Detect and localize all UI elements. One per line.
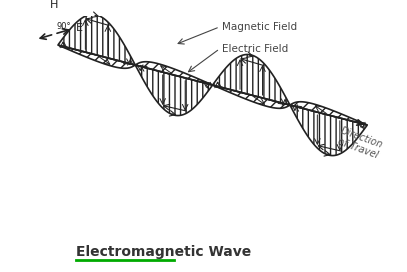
Text: Electric Field: Electric Field — [222, 44, 288, 54]
Polygon shape — [135, 65, 212, 116]
Text: Electromagnetic Wave: Electromagnetic Wave — [76, 245, 252, 259]
Polygon shape — [135, 62, 212, 85]
Polygon shape — [290, 102, 367, 125]
Text: H: H — [50, 1, 59, 10]
Text: Direction
of Travel: Direction of Travel — [335, 125, 385, 161]
Polygon shape — [58, 45, 135, 68]
Text: E: E — [76, 23, 83, 33]
Text: Magnetic Field: Magnetic Field — [222, 22, 297, 32]
Polygon shape — [290, 105, 367, 156]
Polygon shape — [212, 54, 290, 105]
Polygon shape — [212, 85, 290, 108]
Text: 90°: 90° — [56, 22, 71, 31]
Polygon shape — [58, 14, 135, 65]
